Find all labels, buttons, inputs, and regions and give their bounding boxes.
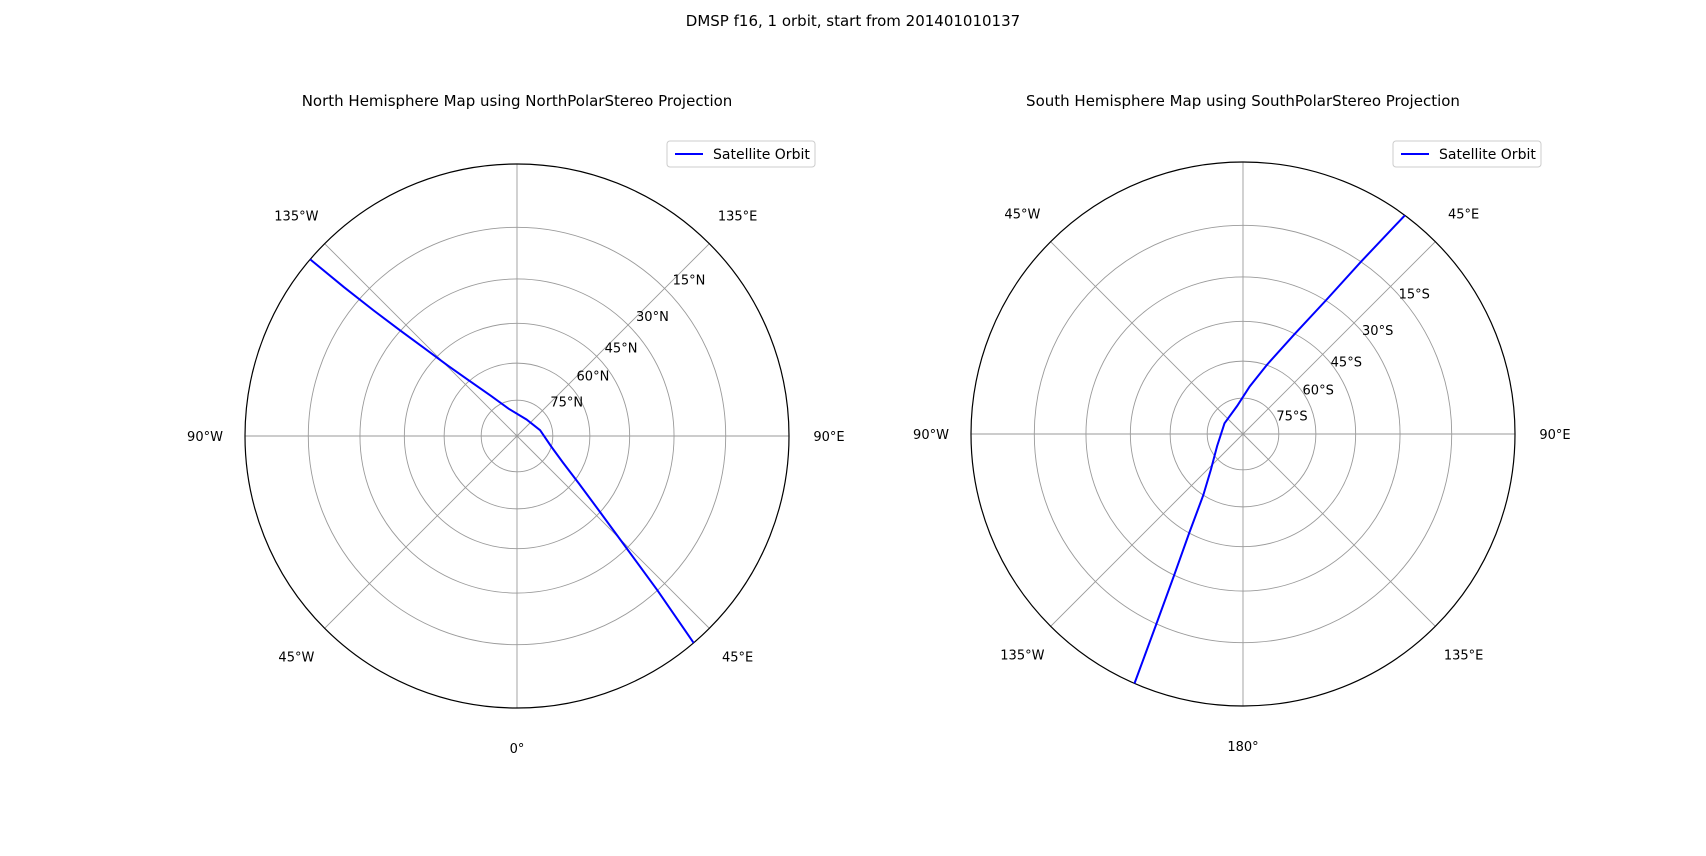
latitude-label: 30°N [636,310,669,325]
legend-box [1392,140,1542,168]
figure-title: DMSP f16, 1 orbit, start from 2014010101… [685,12,1021,30]
longitude-label: 135°E [1444,649,1484,664]
latitude-label: 45°S [1331,355,1362,370]
satellite-orbit-line [1133,214,1406,684]
map-title: North Hemisphere Map using NorthPolarSte… [302,92,733,110]
legend-label: Satellite Orbit [1439,147,1536,163]
longitude-label: 45°E [722,651,753,666]
longitude-gridline [516,243,710,437]
longitude-gridline [324,243,518,437]
latitude-label: 45°N [605,341,638,356]
map-boundary [970,161,1516,707]
longitude-label: 0° [510,742,525,757]
polar-map-north: North Hemisphere Map using NorthPolarSte… [187,92,845,757]
latitude-label: 15°S [1399,287,1430,302]
longitude-gridline [1050,433,1244,627]
longitude-gridline [1242,433,1436,627]
latitude-label: 15°N [673,273,706,288]
map-title: South Hemisphere Map using SouthPolarSte… [1026,92,1460,110]
longitude-label: 45°W [1004,207,1040,222]
latitude-label: 75°S [1276,410,1307,425]
latitude-label: 60°S [1303,383,1334,398]
longitude-gridline [324,435,518,629]
latitude-label: 60°N [577,369,610,384]
longitude-label: 135°E [718,209,758,224]
longitude-label: 135°W [274,209,318,224]
polar-map-south: South Hemisphere Map using SouthPolarSte… [913,92,1571,755]
latitude-label: 75°N [550,396,583,411]
longitude-label: 45°E [1448,207,1479,222]
longitude-label: 90°E [813,430,844,445]
legend: Satellite Orbit [1392,140,1542,168]
longitude-label: 90°W [913,428,949,443]
legend-label: Satellite Orbit [713,147,810,163]
longitude-gridline [1242,241,1436,435]
satellite-orbit-line [309,258,695,644]
longitude-label: 180° [1227,740,1258,755]
longitude-label: 90°W [187,430,223,445]
latitude-label: 30°S [1362,324,1393,339]
longitude-label: 135°W [1000,649,1044,664]
longitude-gridline [1050,241,1244,435]
longitude-label: 90°E [1539,428,1570,443]
longitude-gridline [516,435,710,629]
longitude-label: 45°W [278,651,314,666]
legend: Satellite Orbit [666,140,816,168]
legend-box [666,140,816,168]
map-boundary [244,163,790,709]
